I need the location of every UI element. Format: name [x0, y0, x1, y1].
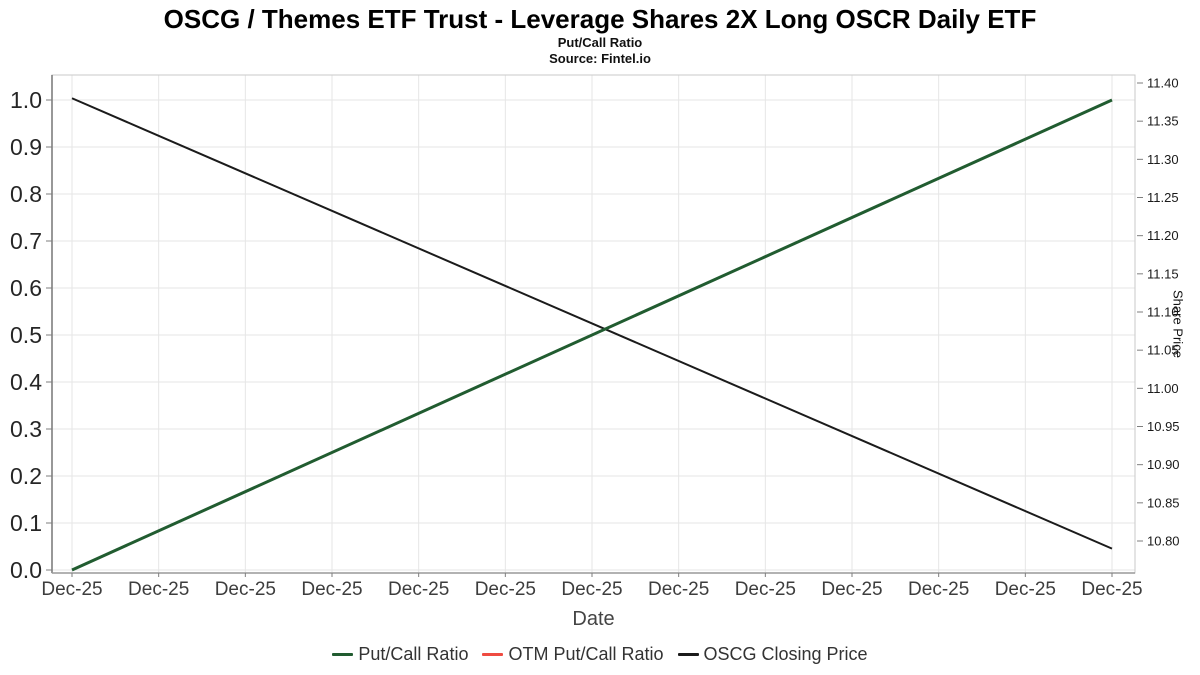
right-tick-label: 11.00	[1147, 381, 1179, 396]
legend-label: Put/Call Ratio	[358, 644, 469, 664]
chart-subtitle: Put/Call Ratio	[557, 35, 643, 50]
right-tick-label: 11.05	[1147, 343, 1179, 358]
x-tick-label: Dec-25	[475, 579, 536, 600]
legend-item-put-call-ratio[interactable]: Put/Call Ratio	[332, 644, 468, 665]
series-line-oscg-closing-price	[71, 97, 1113, 550]
right-tick-label: 10.95	[1147, 419, 1180, 434]
x-tick-label: Dec-25	[908, 579, 969, 600]
share-price-label: Share Price	[1170, 290, 1186, 358]
legend-label: OSCG Closing Price	[703, 644, 868, 664]
x-tick-label: Dec-25	[301, 579, 362, 600]
x-tick-label: Dec-25	[41, 579, 102, 600]
right-tick-label: 11.10	[1147, 305, 1179, 320]
x-tick-label: Dec-25	[821, 579, 882, 600]
x-axis-title: Date	[572, 608, 615, 630]
right-tick-label: 11.25	[1147, 190, 1179, 205]
legend-swatch-icon	[677, 653, 699, 656]
left-tick-label: 0.4	[10, 369, 42, 395]
left-tick-label: 0.7	[10, 228, 42, 254]
left-tick-label: 0.9	[10, 134, 42, 160]
series-line-put-call-ratio	[71, 98, 1113, 572]
right-axis-title: Share Price	[1168, 75, 1188, 573]
right-tick-label: 11.35	[1147, 114, 1179, 129]
right-tick-label: 10.80	[1147, 534, 1180, 549]
left-tick-label: 0.3	[10, 416, 42, 442]
legend-label: OTM Put/Call Ratio	[508, 644, 664, 664]
x-tick-label: Dec-25	[1081, 579, 1142, 600]
right-tick-label: 10.85	[1147, 495, 1180, 510]
right-tick-label: 11.20	[1147, 228, 1179, 243]
legend: Put/Call Ratio OTM Put/Call Ratio OSCG Clo…	[0, 644, 1200, 665]
x-tick-label: Dec-25	[648, 579, 709, 600]
left-tick-label: 0.5	[10, 322, 42, 348]
chart-source: Source: Fintel.io	[549, 51, 651, 66]
x-tick-label: Dec-25	[388, 579, 449, 600]
chart-title: OSCG / Themes ETF Trust - Leverage Share…	[163, 4, 1037, 34]
right-tick-label: 11.40	[1147, 76, 1179, 91]
legend-swatch-icon	[332, 653, 354, 656]
left-tick-label: 0.6	[10, 275, 42, 301]
x-tick-label: Dec-25	[215, 579, 276, 600]
x-tick-label: Dec-25	[561, 579, 622, 600]
right-tick-label: 11.30	[1147, 152, 1179, 167]
legend-item-otm-put-call-ratio[interactable]: OTM Put/Call Ratio	[482, 644, 664, 665]
right-tick-label: 10.90	[1147, 457, 1180, 472]
left-tick-label: 0.0	[10, 557, 42, 583]
x-tick-label: Dec-25	[995, 579, 1056, 600]
x-tick-label: Dec-25	[735, 579, 796, 600]
left-tick-label: 0.8	[10, 181, 42, 207]
left-tick-label: 0.2	[10, 463, 42, 489]
right-tick-label: 11.15	[1147, 266, 1179, 281]
left-tick-label: 1.0	[10, 87, 42, 113]
left-tick-label: 0.1	[10, 510, 42, 536]
legend-swatch-icon	[482, 653, 504, 656]
x-tick-label: Dec-25	[128, 579, 189, 600]
legend-item-oscg-closing-price[interactable]: OSCG Closing Price	[677, 644, 868, 665]
